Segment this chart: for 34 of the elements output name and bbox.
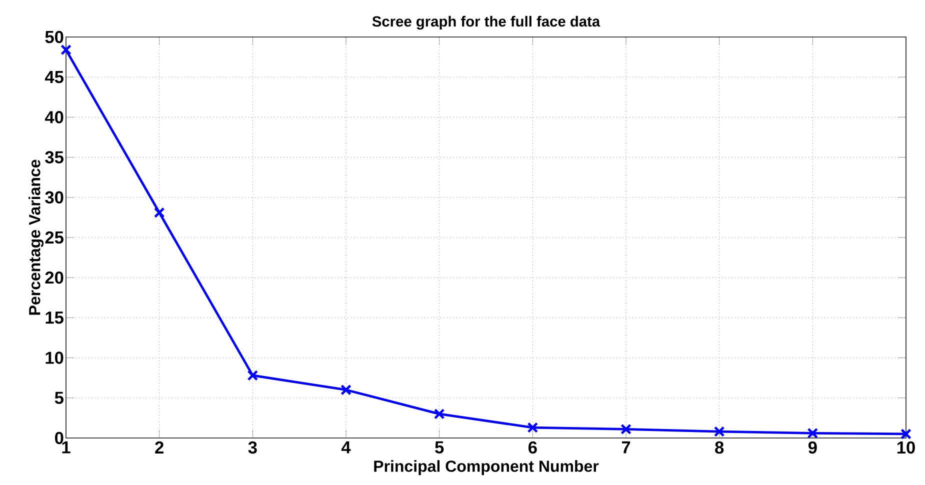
y-tick-label: 0 [55, 432, 64, 444]
x-tick-label: 1 [62, 441, 70, 454]
x-tick-label: 7 [622, 441, 630, 454]
x-tick-label: 4 [341, 441, 351, 454]
x-tick-label: 5 [435, 441, 444, 454]
x-tick-label: 9 [808, 441, 817, 454]
point [340, 384, 352, 396]
x-tick-label: 6 [528, 441, 537, 454]
y-axis-title: Percentage Variance [28, 160, 44, 315]
point [434, 408, 445, 420]
chart-title: Scree graph for the full face data [372, 16, 600, 30]
point [900, 428, 912, 440]
y-tick-label: 35 [45, 151, 64, 164]
point [247, 370, 258, 381]
point [807, 428, 818, 439]
y-tick-label: 30 [45, 191, 64, 204]
point [60, 44, 72, 56]
y-tick-label: 50 [45, 30, 64, 44]
point [620, 424, 632, 435]
point [527, 422, 538, 434]
x-tick-label: 3 [248, 441, 257, 454]
point [154, 207, 165, 218]
y-tick-label: 15 [46, 312, 64, 324]
x-tick-label: 10 [897, 441, 915, 454]
y-tick-label: 25 [45, 231, 64, 244]
y-tick-label: 45 [44, 71, 64, 84]
y-tick-label: 20 [45, 271, 64, 284]
point [714, 426, 725, 438]
x-axis-title: Principal Component Number [374, 460, 599, 476]
x-tick-label: 8 [715, 441, 724, 454]
x-tick-label: 2 [155, 441, 164, 454]
y-tick-label: 40 [44, 111, 64, 124]
y-tick-label: 10 [46, 352, 64, 364]
y-tick-label: 5 [54, 392, 64, 404]
